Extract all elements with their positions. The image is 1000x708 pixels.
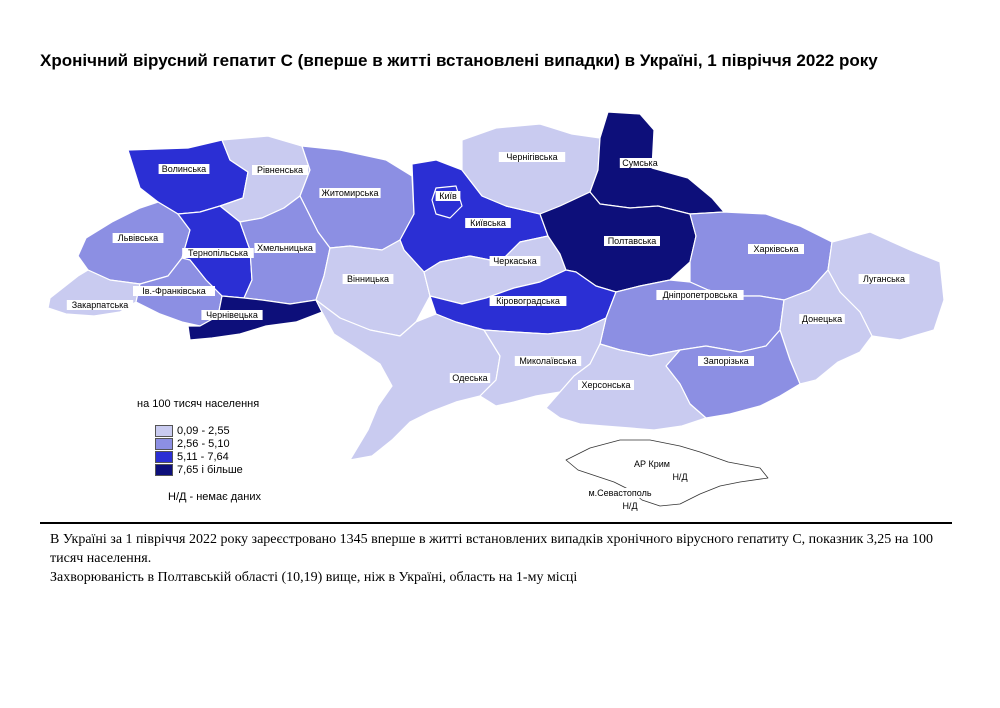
region-label-background — [584, 488, 656, 498]
region-label-background — [465, 218, 511, 228]
region-label-background — [799, 314, 845, 324]
legend-label: 0,09 - 2,55 — [177, 424, 230, 437]
region-label-background — [489, 256, 541, 266]
region-crimea — [565, 439, 769, 507]
legend-label: 2,56 - 5,10 — [177, 437, 230, 450]
legend-row: 0,09 - 2,55 — [155, 424, 243, 437]
region-label-background — [619, 158, 661, 168]
region-label: Херсонська — [582, 380, 631, 390]
region-label-background — [252, 165, 308, 175]
region-label: Ів.-Франківська — [142, 286, 206, 296]
region-label-background — [604, 236, 660, 246]
region-label: Луганська — [863, 274, 905, 284]
region-label-background — [158, 164, 210, 174]
divider — [40, 522, 952, 524]
legend-label: 5,11 - 7,64 — [177, 450, 229, 463]
region-odeska — [315, 299, 501, 461]
region-label: Кіровоградська — [496, 296, 560, 306]
region-label: Хмельницька — [257, 243, 313, 253]
region-label-background — [254, 243, 316, 253]
no-data-mark: Н/Д — [672, 472, 687, 482]
region-label-background — [133, 286, 215, 296]
region-label: Донецька — [802, 314, 842, 324]
region-label-background — [498, 152, 566, 162]
region-label: Вінницька — [347, 274, 389, 284]
legend-swatch — [155, 424, 173, 437]
legend-row: 2,56 - 5,10 — [155, 437, 243, 450]
region-label: Рівненська — [257, 165, 303, 175]
region-label-background — [489, 296, 567, 306]
region-label-background — [182, 248, 254, 258]
region-label: м.Севастополь — [588, 488, 651, 498]
legend-swatch — [155, 450, 173, 463]
region-label-background — [578, 380, 634, 390]
legend-row: 5,11 - 7,64 — [155, 450, 243, 463]
region-label: Тернопільська — [188, 248, 248, 258]
region-label: Закарпатська — [72, 300, 129, 310]
region-label-background — [631, 459, 673, 469]
region-label-background — [698, 356, 754, 366]
legend: 0,09 - 2,55 2,56 - 5,10 5,11 - 7,64 7,65… — [155, 424, 243, 476]
region-label: Київ — [439, 191, 457, 201]
no-data-note: Н/Д - немає даних — [168, 491, 262, 503]
region-label: Волинська — [162, 164, 206, 174]
region-label-background — [112, 233, 164, 243]
region-label: Київська — [470, 218, 506, 228]
region-label-background — [449, 373, 491, 383]
region-label-background — [858, 274, 910, 284]
region-label: Сумська — [622, 158, 657, 168]
legend-title: на 100 тисяч населення — [137, 398, 260, 410]
region-label-background — [319, 188, 381, 198]
region-label: Чернівецька — [206, 310, 258, 320]
region-label: Запорізька — [703, 356, 748, 366]
region-label: АР Крим — [634, 459, 670, 469]
legend-swatch — [155, 437, 173, 450]
summary-note: Захворюваність в Полтавській області (10… — [50, 570, 578, 585]
region-label: Миколаївська — [519, 356, 576, 366]
region-label: Полтавська — [608, 236, 657, 246]
legend-row: 7,65 і більше — [155, 463, 243, 476]
region-label: Черкаська — [493, 256, 536, 266]
legend-label: 7,65 і більше — [177, 463, 243, 476]
region-label-background — [66, 300, 134, 310]
region-label-background — [435, 191, 461, 201]
no-data-mark: Н/Д — [622, 501, 637, 511]
legend-swatch — [155, 463, 173, 476]
region-label-background — [748, 244, 804, 254]
region-label: Харківська — [754, 244, 799, 254]
region-label: Дніпропетровська — [663, 290, 738, 300]
region-label-background — [514, 356, 582, 366]
summary-notes: В Україні за 1 півріччя 2022 року зареєс… — [50, 530, 950, 587]
region-label: Чернігівська — [506, 152, 557, 162]
region-label-background — [656, 290, 744, 300]
region-kharkivska — [689, 211, 833, 301]
map-title: Хронічний вірусний гепатит С (вперше в ж… — [40, 51, 878, 70]
region-label: Одеська — [452, 373, 487, 383]
region-label-background — [201, 310, 263, 320]
region-label: Львівська — [118, 233, 158, 243]
summary-note: В Україні за 1 півріччя 2022 року зареєс… — [50, 532, 933, 566]
region-label-background — [342, 274, 394, 284]
region-label: Житомирська — [322, 188, 379, 198]
